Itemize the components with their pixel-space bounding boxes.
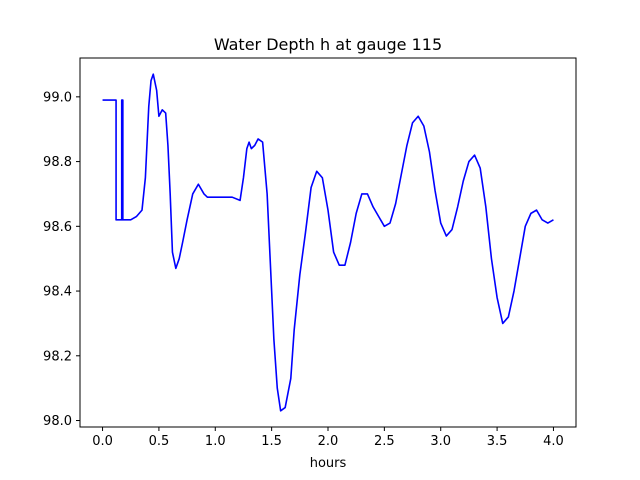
chart-title: Water Depth h at gauge 115 — [214, 35, 442, 54]
y-tick-label: 98.6 — [43, 220, 72, 235]
y-tick-label: 98.4 — [43, 285, 72, 300]
x-tick-label: 1.0 — [205, 434, 226, 449]
x-tick-label: 2.0 — [318, 434, 339, 449]
x-tick-label: 4.0 — [543, 434, 564, 449]
x-tick-label: 0.0 — [92, 434, 113, 449]
x-tick-label: 0.5 — [149, 434, 170, 449]
x-tick-label: 1.5 — [261, 434, 282, 449]
series-line-0 — [102, 73, 554, 412]
y-tick-label: 99.0 — [43, 90, 72, 105]
x-axis-label: hours — [310, 456, 347, 471]
x-tick-label: 3.5 — [487, 434, 508, 449]
x-tick-label: 2.5 — [374, 434, 395, 449]
x-tick-label: 3.0 — [430, 434, 451, 449]
y-tick-label: 98.0 — [43, 414, 72, 429]
y-tick-label: 98.2 — [43, 349, 72, 364]
y-tick-label: 98.8 — [43, 155, 72, 170]
